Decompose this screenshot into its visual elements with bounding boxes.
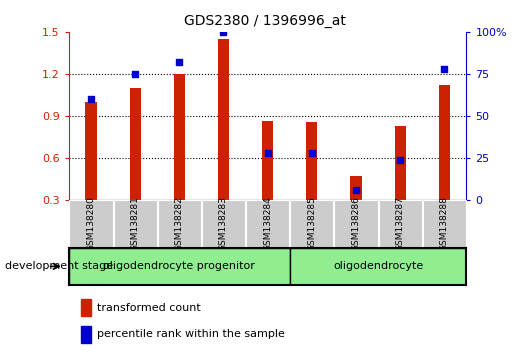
Bar: [262, 121, 273, 200]
Bar: [395, 126, 405, 200]
FancyBboxPatch shape: [69, 200, 112, 247]
Text: oligodendrocyte progenitor: oligodendrocyte progenitor: [103, 261, 255, 272]
Point: [219, 29, 228, 35]
Text: oligodendrocyte: oligodendrocyte: [333, 261, 423, 272]
FancyBboxPatch shape: [158, 200, 201, 247]
Text: percentile rank within the sample: percentile rank within the sample: [97, 329, 285, 339]
FancyBboxPatch shape: [113, 200, 157, 247]
Bar: [85, 102, 96, 200]
Bar: [439, 85, 450, 200]
Point: [175, 59, 183, 65]
Text: GSM138284: GSM138284: [263, 196, 272, 251]
FancyBboxPatch shape: [334, 200, 377, 247]
Bar: [306, 122, 317, 200]
Bar: [81, 326, 91, 343]
Point: [352, 187, 360, 193]
Bar: [290, 248, 466, 285]
FancyBboxPatch shape: [423, 200, 466, 247]
Point: [440, 66, 448, 72]
FancyBboxPatch shape: [202, 200, 245, 247]
Text: GSM138282: GSM138282: [175, 196, 184, 251]
Bar: [218, 39, 229, 200]
FancyBboxPatch shape: [378, 200, 422, 247]
Text: GSM138288: GSM138288: [440, 196, 449, 251]
FancyBboxPatch shape: [246, 200, 289, 247]
Text: development stage: development stage: [5, 261, 113, 272]
Text: GSM138286: GSM138286: [351, 196, 360, 251]
Bar: [130, 88, 140, 200]
Text: GSM138281: GSM138281: [131, 196, 139, 251]
Bar: [81, 299, 91, 316]
FancyBboxPatch shape: [290, 200, 333, 247]
Text: GSM138287: GSM138287: [396, 196, 404, 251]
Text: GSM138285: GSM138285: [307, 196, 316, 251]
Point: [307, 150, 316, 156]
Text: GSM138283: GSM138283: [219, 196, 228, 251]
Point: [263, 150, 272, 156]
Bar: [174, 74, 185, 200]
Point: [131, 71, 139, 77]
Bar: [350, 176, 361, 200]
Text: GDS2380 / 1396996_at: GDS2380 / 1396996_at: [184, 14, 346, 28]
Text: GSM138280: GSM138280: [86, 196, 95, 251]
Text: transformed count: transformed count: [97, 303, 200, 313]
Point: [87, 96, 95, 102]
Bar: [69, 248, 290, 285]
Point: [396, 157, 404, 162]
